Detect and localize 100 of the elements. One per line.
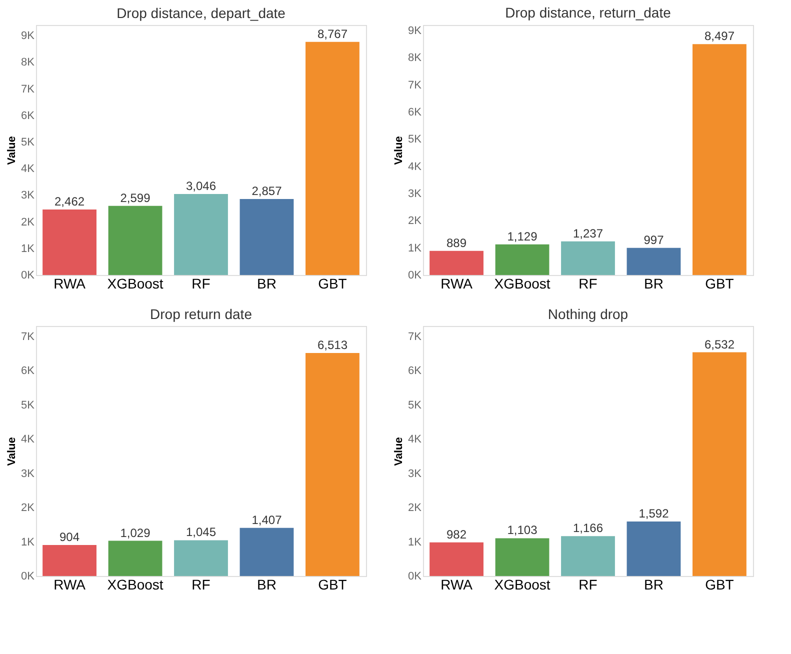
x-tick-label: BR [257,576,276,592]
bar [306,42,360,275]
x-tick-label: RF [578,576,598,592]
data-label: 1,029 [120,526,151,540]
y-tick-label: 6K [21,110,36,122]
y-tick-label: 8K [21,56,36,69]
bar [430,250,484,275]
y-tick-label: 9K [408,24,422,37]
y-tick-label: 1K [408,536,422,548]
bar [692,44,746,275]
bar [626,521,681,576]
data-label: 3,046 [186,178,216,193]
bar [42,545,96,576]
x-tick-label: GBT [318,276,348,292]
data-label: 1,166 [572,521,604,536]
y-tick-label: 1K [21,536,36,548]
y-tick-label: 6K [21,365,36,378]
chart-title: Drop distance, depart_date [116,5,286,21]
data-label: 1,237 [572,226,604,240]
y-tick-label: 2K [21,216,36,228]
x-tick-label: RWA [54,576,86,592]
y-tick-label: 2K [408,215,422,228]
y-tick-label: 4K [21,163,36,176]
data-label: 8,497 [704,29,735,44]
x-tick-label: GBT [705,576,734,592]
bar [495,244,550,275]
x-tick-label: XGBoost [107,576,164,592]
data-label: 1,592 [638,506,670,520]
y-tick-label: 1K [21,242,36,255]
y-tick-label: 0K [21,270,36,282]
data-label: 1,103 [507,523,538,538]
bar [430,542,484,576]
bar [108,540,162,576]
y-tick-label: 6K [408,106,422,118]
y-tick-label: 0K [21,570,36,582]
x-tick-label: RWA [440,276,474,292]
bar [561,536,615,576]
y-tick-label: 3K [408,468,422,480]
bar [108,206,162,275]
bar [240,528,294,576]
y-tick-label: 3K [21,190,36,202]
x-tick-label: XGBoost [107,276,164,292]
data-label: 6,513 [317,338,348,352]
bar [174,194,228,275]
x-tick-label: XGBoost [494,576,550,592]
data-label: 904 [60,530,80,544]
data-label: 6,532 [704,337,735,352]
y-tick-label: 3K [21,468,36,480]
x-tick-label: RWA [440,576,474,592]
data-label: 8,767 [317,26,348,41]
chart-title: Drop return date [150,306,252,322]
y-tick-label: 5K [408,134,422,146]
x-tick-label: RF [192,276,210,292]
y-tick-label: 2K [408,502,422,514]
x-tick-label: GBT [318,576,348,592]
y-tick-label: 0K [408,570,422,582]
x-tick-label: XGBoost [494,276,550,292]
y-tick-label: 6K [408,365,422,378]
y-tick-label: 8K [408,52,422,64]
x-tick-label: RF [578,276,598,292]
bar [240,199,294,275]
y-axis-title: Value [393,437,406,466]
data-label: 889 [446,236,467,250]
y-tick-label: 4K [408,160,422,173]
bar [626,248,681,275]
bar [495,538,550,576]
y-tick-label: 9K [21,30,36,42]
y-tick-label: 1K [408,242,422,254]
y-tick-label: 5K [408,399,422,412]
x-tick-label: BR [644,276,664,292]
y-axis-title: Value [6,136,18,165]
x-tick-label: GBT [705,276,734,292]
data-label: 2,857 [252,184,282,198]
data-label: 1,045 [186,525,216,540]
data-label: 982 [446,527,467,542]
y-tick-label: 5K [21,399,36,412]
x-tick-label: BR [257,276,276,292]
chart-title: Nothing drop [548,306,628,322]
data-label: 1,129 [507,229,538,244]
x-tick-label: RWA [54,276,86,292]
y-tick-label: 4K [21,434,36,446]
y-axis-title: Value [6,437,18,466]
data-label: 1,407 [252,512,282,527]
bar [692,352,746,576]
y-tick-label: 7K [21,330,36,343]
y-tick-label: 7K [21,83,36,96]
y-tick-label: 2K [21,502,36,514]
data-label: 2,599 [120,190,151,205]
y-tick-label: 4K [408,434,422,446]
y-tick-label: 0K [408,270,422,282]
x-tick-label: BR [644,576,664,592]
bar [306,352,360,576]
bar [561,241,615,275]
y-tick-label: 5K [21,136,36,149]
x-tick-label: RF [192,576,210,592]
y-tick-label: 7K [408,330,422,343]
bar [42,210,96,275]
data-label: 2,462 [54,194,85,209]
bar [174,540,228,576]
data-label: 997 [644,232,664,247]
